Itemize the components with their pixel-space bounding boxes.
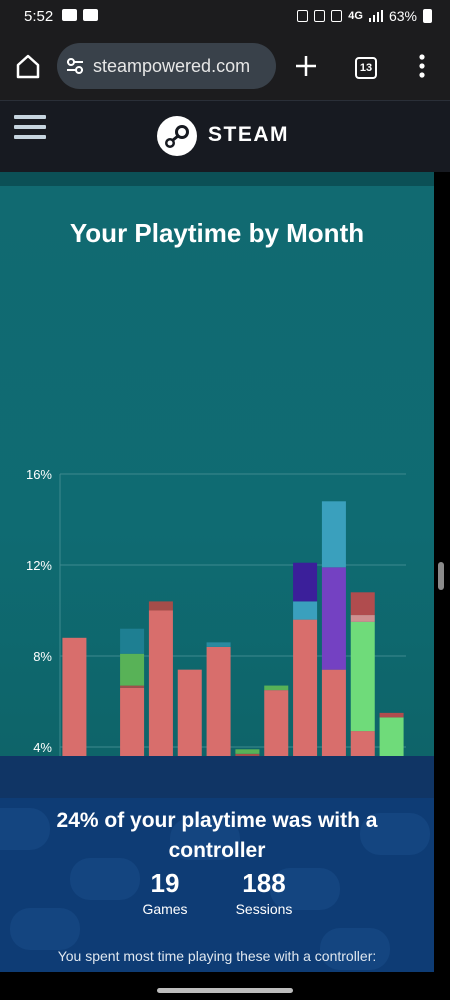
bar-segment [206,642,231,647]
sessions-stat: 188 Sessions [224,868,304,917]
y-tick-label: 16% [26,467,52,482]
bar-segment [293,562,318,602]
system-nav-bar [0,972,450,1000]
steam-logo-icon[interactable] [156,115,198,157]
bar-segment [177,669,202,756]
chart-title: Your Playtime by Month [69,218,365,248]
tab-switcher-button[interactable]: 13 [355,57,377,79]
gallery-icon [83,9,98,21]
sessions-count: 188 [242,868,286,898]
y-tick-label: 12% [26,558,52,573]
controller-pattern [0,808,50,850]
bar-segment [350,731,375,756]
signal-icon [368,10,384,22]
bar-segment [235,749,260,754]
bar-segment [379,717,404,756]
bar-segment [235,753,260,756]
controller-section: 24% of your playtime was with a controll… [0,756,434,1000]
controller-headline: 24% of your playtime was with a controll… [56,809,378,862]
mute-icon [314,10,326,22]
bar-segment [321,669,346,756]
section-divider [0,172,434,186]
bar-segment [321,567,346,670]
scrollbar-thumb[interactable] [438,562,444,590]
controller-pattern [10,908,80,950]
steam-header: STEAM [0,100,450,172]
youtube-icon [62,9,77,21]
playtime-bar-chart: <1%4%8%12%16%JanFebMarAprMayJunJulAugSep… [26,467,406,756]
bar-segment [120,685,145,688]
games-count: 19 [150,868,180,898]
bar-segment [350,592,375,616]
bar-segment [379,712,404,718]
network-type: 4G [348,10,363,22]
bar-segment [264,685,289,691]
bar-segment [321,501,346,568]
bar-segment [293,619,318,756]
bar-segment [350,615,375,622]
gesture-handle[interactable] [157,988,293,993]
notification-icons [62,9,98,21]
games-stat: 19 Games [130,868,200,917]
bar-segment [264,690,289,756]
controller-pattern [270,868,340,910]
battery-percent: 63% [388,8,417,24]
alarm-icon [297,10,309,22]
new-tab-icon[interactable] [292,52,320,80]
bar-segment [293,601,318,620]
bar-segment [148,610,173,756]
wifi-icon [331,10,343,22]
bar-segment [350,621,375,732]
address-bar[interactable]: steampowered.com [57,43,276,89]
games-label: Games [142,901,188,917]
bar-segment [120,653,145,686]
bar-segment [120,687,145,756]
steam-wordmark[interactable]: STEAM [208,123,289,146]
controller-pattern [360,813,430,855]
controller-pattern [320,928,390,970]
status-bar: 5:52 4G 63% [0,0,450,34]
sessions-label: Sessions [235,901,293,917]
status-time: 5:52 [24,8,54,25]
hamburger-menu-icon[interactable] [14,115,46,143]
more-menu-icon[interactable] [414,52,430,80]
controller-subtext: You spent most time playing these with a… [57,948,377,964]
battery-icon [423,9,432,23]
y-tick-label: 8% [33,649,52,664]
browser-toolbar: steampowered.com 13 [0,34,450,100]
controller-background [0,798,434,1000]
playtime-chart-section: Your Playtime by Month <1%4%8%12%16%JanF… [0,186,434,756]
url-text[interactable]: steampowered.com [93,56,251,76]
status-right: 4G 63% [297,8,432,24]
bar-segment [206,646,231,756]
bar-segment [120,628,145,654]
page-content: Your Playtime by Month <1%4%8%12%16%JanF… [0,172,434,1000]
y-tick-label: 4% [33,740,52,755]
bar-segment [148,601,173,611]
bar-segment [62,637,87,756]
home-icon[interactable] [14,52,42,80]
controller-pattern [70,858,140,900]
controller-pattern [170,818,240,860]
site-settings-icon[interactable] [65,57,85,75]
